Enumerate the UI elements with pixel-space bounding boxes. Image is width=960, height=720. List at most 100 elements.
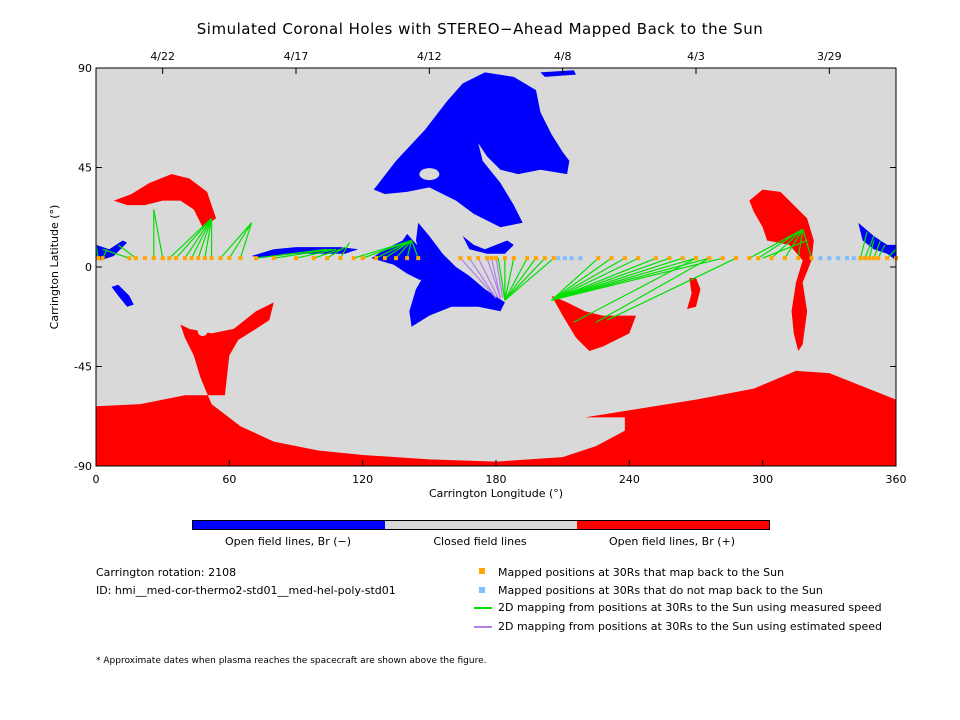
mapped-back-point	[405, 256, 410, 261]
x-tick-label: 300	[752, 473, 773, 486]
mapped-back-point	[351, 256, 356, 261]
measured-speed-line	[410, 240, 419, 259]
measured-speed-line	[504, 257, 528, 301]
measured-speed-line	[802, 229, 813, 259]
measured-speed-line	[504, 257, 537, 301]
x-tick-label: 240	[619, 473, 640, 486]
open-positive-region	[551, 295, 636, 352]
mapped-back-point	[622, 256, 627, 261]
y-axis-label: Carrington Latitude (°)	[48, 205, 61, 330]
top-date-label: 4/12	[417, 50, 442, 63]
mapped-back-point	[174, 256, 178, 261]
mapped-back-point	[720, 256, 725, 261]
colorbar-label-open-negative: Open field lines, Br (−)	[224, 535, 352, 548]
estimated-speed-line	[495, 258, 504, 299]
mapped-back-point	[502, 256, 507, 261]
top-date-label: 4/22	[150, 50, 175, 63]
measured-speed-line	[504, 257, 555, 301]
mapped-back-point	[885, 256, 890, 261]
mapped-back-point	[338, 256, 343, 261]
measured-speed-line	[504, 258, 515, 301]
top-date-label: 4/3	[687, 50, 705, 63]
measured-speed-line	[573, 257, 697, 323]
mapped-back-point	[756, 256, 761, 261]
mapped-back-point	[694, 256, 698, 261]
mapped-back-point	[202, 256, 207, 261]
x-tick-label: 0	[93, 473, 100, 486]
x-tick-label: 180	[486, 473, 507, 486]
estimated-speed-line	[486, 257, 502, 299]
mapped-back-point	[416, 256, 421, 261]
measured-speed-line	[102, 248, 130, 259]
measured-speed-line	[295, 248, 337, 259]
mapped-back-point	[551, 256, 556, 261]
top-date-label: 3/29	[817, 50, 842, 63]
x-tick-label: 120	[352, 473, 373, 486]
measured-speed-line	[551, 257, 723, 301]
measured-speed-line	[219, 222, 253, 259]
measured-speed-line	[797, 229, 804, 259]
open-negative-region	[111, 284, 134, 307]
mapped-back-point	[294, 256, 298, 261]
mapped-back-point	[707, 256, 712, 261]
closed-island	[419, 168, 440, 181]
mapped-back-point	[485, 256, 490, 261]
measured-speed-line	[551, 257, 670, 301]
measured-speed-line	[313, 248, 341, 259]
measured-speed-line	[595, 257, 710, 323]
measured-speed-line	[551, 257, 599, 301]
axes: 0 60 120 180 240 300 360 -90 -45 0 45 90 4/22 4/17 4/1…	[48, 50, 907, 500]
not-mapped-back-point	[818, 256, 823, 261]
x-tick-label: 360	[886, 473, 907, 486]
mapped-back-point	[160, 256, 165, 261]
colorbar-label-closed: Closed field lines	[433, 535, 527, 548]
measured-speed-line	[326, 246, 346, 259]
estimated-speed-line	[468, 257, 497, 299]
mapped-back-point	[747, 256, 752, 261]
footnote: * Approximate dates when plasma reaches …	[96, 656, 487, 666]
map-layer	[96, 68, 896, 466]
measured-speed-line	[873, 240, 882, 259]
mapped-back-point	[876, 256, 881, 261]
measured-speed-line	[551, 257, 683, 301]
open-positive-region	[96, 302, 896, 466]
legend-label-estimated-speed: 2D mapping from positions at 30Rs to the…	[498, 620, 883, 633]
measured-speed-line	[551, 257, 626, 301]
open-negative-region	[858, 222, 896, 261]
measured-speed-line	[551, 257, 639, 301]
measured-speed-line	[184, 218, 213, 259]
mapped-back-point	[542, 256, 547, 261]
estimated-speed-line	[490, 258, 502, 299]
mapped-back-point	[96, 256, 101, 261]
open-negative-region	[371, 233, 430, 281]
y-tick-label: 45	[78, 162, 92, 175]
measured-speed-line	[771, 228, 804, 259]
mapped-back-point	[142, 256, 147, 261]
mapped-back-point	[796, 256, 801, 261]
x-tick-label: 60	[222, 473, 236, 486]
measured-speed-line	[497, 258, 506, 301]
mapped-back-point	[325, 256, 330, 261]
measured-speed-line	[868, 240, 875, 259]
mapped-back-point	[862, 256, 867, 261]
measured-speed-line	[504, 257, 546, 301]
mapped-back-point	[636, 256, 641, 261]
open-negative-region	[540, 70, 576, 77]
mapped-back-point	[476, 256, 481, 261]
mapped-back-point	[596, 256, 601, 261]
legend-marker-measured-speed	[474, 607, 492, 609]
mapped-back-point	[374, 256, 378, 261]
mapping-lines	[95, 209, 897, 323]
not-mapped-back-point	[556, 256, 561, 261]
mapped-back-point	[609, 256, 614, 261]
legend-marker-mapped-back	[479, 568, 485, 574]
mapped-back-point	[100, 256, 105, 261]
not-mapped-back-point	[836, 256, 841, 261]
measured-speed-line	[168, 217, 212, 259]
open-positive-region	[687, 278, 701, 310]
mapped-back-point	[858, 256, 863, 261]
measured-speed-line	[153, 209, 164, 259]
legend-marker-estimated-speed	[474, 626, 492, 628]
mapped-back-point	[182, 256, 187, 261]
colorbar-label-open-positive: Open field lines, Br (+)	[608, 535, 736, 548]
